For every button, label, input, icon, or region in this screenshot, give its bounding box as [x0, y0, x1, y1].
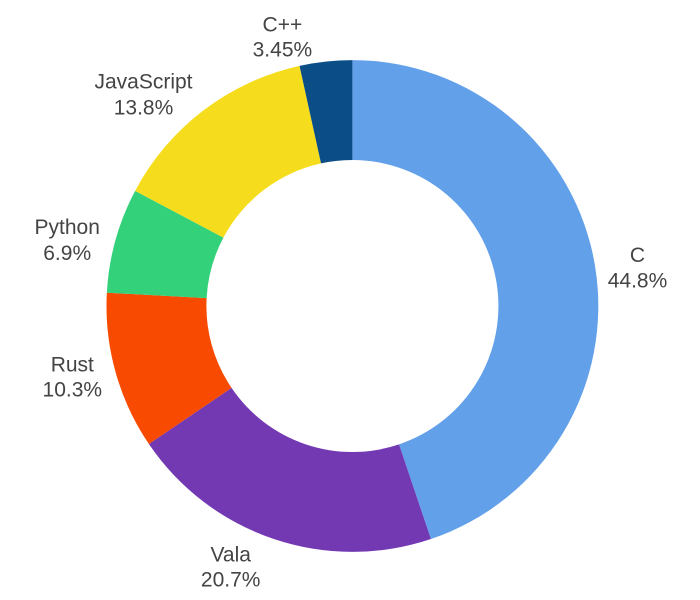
svg-text:6.9%: 6.9% [43, 242, 91, 265]
svg-text:44.8%: 44.8% [608, 270, 668, 293]
svg-text:3.45%: 3.45% [253, 39, 313, 62]
svg-text:C: C [630, 244, 645, 267]
svg-text:10.3%: 10.3% [43, 379, 103, 402]
svg-text:JavaScript: JavaScript [94, 71, 192, 94]
svg-text:Python: Python [35, 216, 100, 239]
svg-text:20.7%: 20.7% [201, 569, 261, 592]
svg-text:Rust: Rust [51, 354, 94, 377]
svg-text:Vala: Vala [210, 544, 251, 567]
svg-text:13.8%: 13.8% [114, 97, 174, 120]
svg-text:C++: C++ [263, 13, 303, 36]
